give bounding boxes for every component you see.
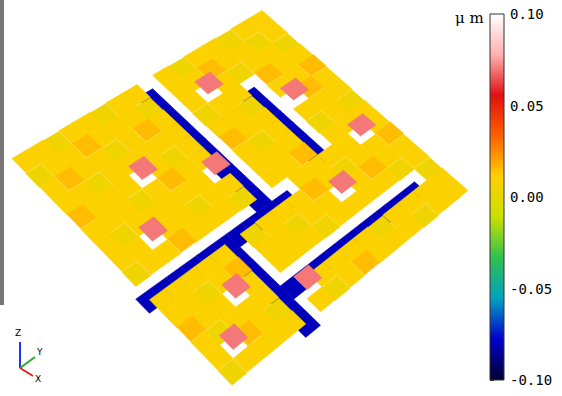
svg-text:X: X [35, 374, 41, 384]
svg-text:-0.05: -0.05 [510, 281, 552, 297]
svg-text:-0.10: -0.10 [510, 372, 552, 388]
svg-text:0.00: 0.00 [510, 189, 544, 205]
svg-text:μ m: μ m [455, 9, 484, 27]
svg-text:0.05: 0.05 [510, 98, 544, 114]
svg-text:0.10: 0.10 [510, 6, 544, 22]
svg-text:Z: Z [15, 328, 21, 338]
svg-text:Y: Y [36, 347, 43, 357]
